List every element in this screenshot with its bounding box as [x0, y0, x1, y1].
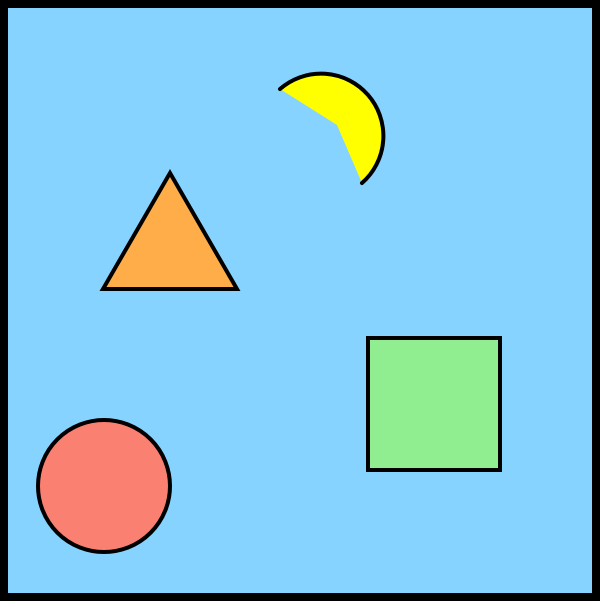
red-circle-shape[interactable]: [36, 418, 172, 554]
green-square-shape[interactable]: [366, 336, 502, 472]
pie-arc-outline: [278, 71, 386, 185]
orange-triangle-shape[interactable]: [99, 169, 241, 291]
yellow-pie-shape[interactable]: [278, 71, 386, 185]
pie-fill: [280, 73, 384, 183]
